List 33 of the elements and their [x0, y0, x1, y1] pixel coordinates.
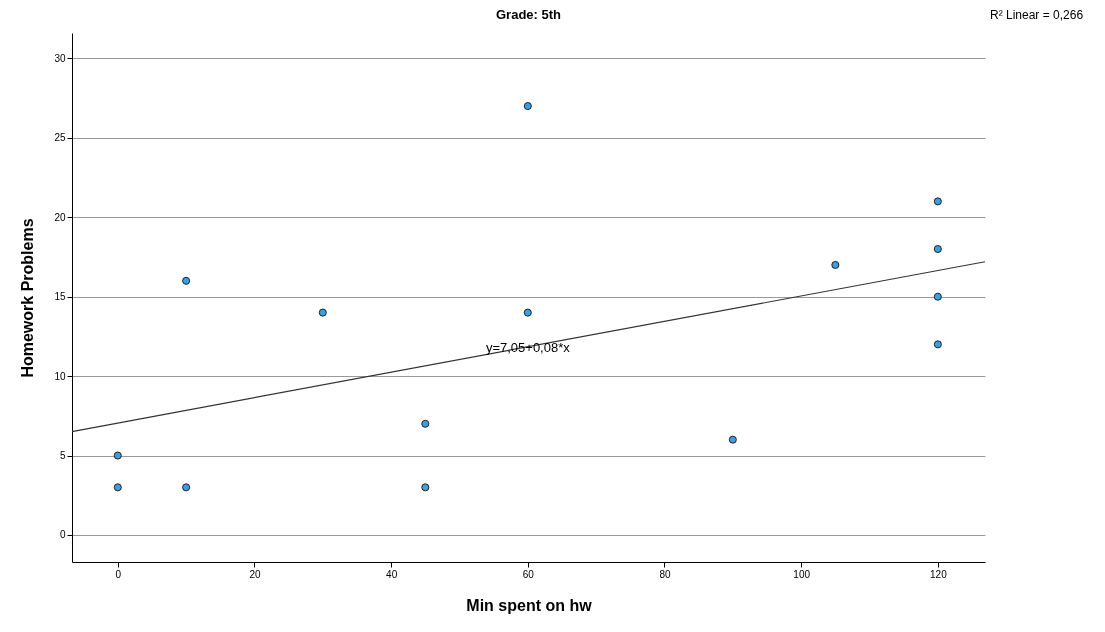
point [523, 308, 532, 317]
point [421, 483, 430, 492]
point [933, 292, 942, 301]
x-tick-label: 100 [793, 568, 811, 580]
chart-title: Grade: 5th [495, 7, 562, 22]
x-tick-label: 0 [115, 568, 122, 580]
y-axis-title: Homework Problems [19, 218, 37, 378]
y-tick-label: 15 [54, 291, 66, 303]
point [421, 419, 430, 428]
y-tick-label: 0 [59, 529, 66, 541]
y-tick-label: 25 [54, 132, 66, 144]
y-tick-label: 30 [54, 52, 66, 64]
x-tick-label: 40 [386, 568, 398, 580]
x-tick-label: 20 [249, 568, 261, 580]
point [113, 483, 122, 492]
point [182, 483, 191, 492]
y-tick-label: 10 [54, 370, 66, 382]
point [113, 451, 122, 460]
y-tick-label: 5 [59, 450, 66, 462]
point [728, 435, 737, 444]
x-tick-label: 80 [659, 568, 671, 580]
point [523, 102, 532, 111]
point [933, 340, 942, 349]
point [182, 276, 191, 285]
point [318, 308, 327, 317]
point [933, 197, 942, 206]
text: R² Linear = 0,266 [990, 8, 1084, 22]
y-tick-label: 20 [54, 211, 66, 223]
x-tick-label: 60 [522, 568, 535, 580]
point [933, 245, 942, 254]
x-tick-label: 120 [930, 568, 948, 580]
x-axis-title: Min spent on hw [466, 596, 593, 614]
point [831, 260, 840, 269]
